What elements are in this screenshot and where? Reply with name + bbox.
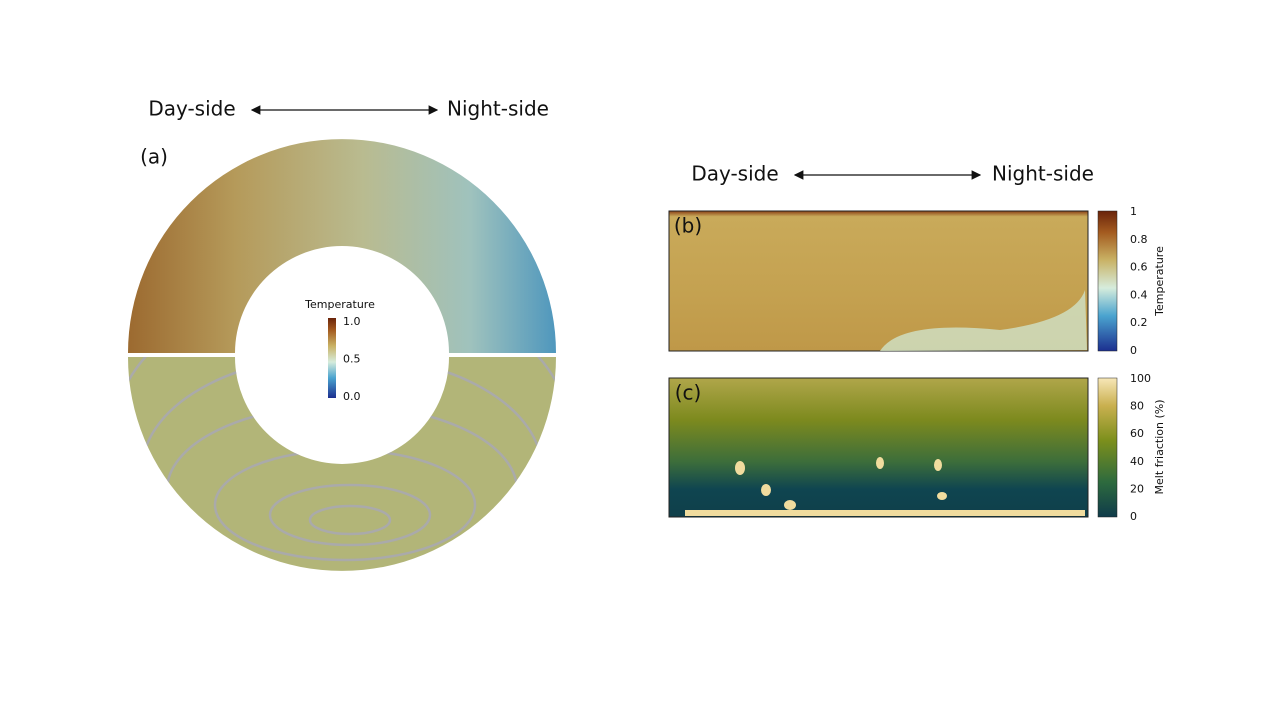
colorbar-tick-label: 0.4 (1130, 288, 1148, 301)
colorbar-tick-label: 0 (1130, 510, 1137, 523)
colorbar-tick-label: 0.5 (343, 353, 361, 366)
colorbar-tick-label: 100 (1130, 372, 1151, 385)
panel-tag: (b) (674, 214, 702, 238)
colorbar (1097, 210, 1118, 352)
colorbar-tick-label: 1.0 (343, 315, 361, 328)
colorbar-tick-label: 0.2 (1130, 316, 1148, 329)
panel-tag: (a) (140, 145, 168, 169)
cold-region (880, 290, 1087, 351)
flow-field (128, 357, 556, 571)
colorbar-tick-label: 60 (1130, 427, 1144, 440)
colorbar-tick-label: 1 (1130, 205, 1137, 218)
melt-field (668, 377, 1089, 518)
colorbar-tick-label: 40 (1130, 455, 1144, 468)
colorbar-tick-label: 80 (1130, 400, 1144, 413)
temperature-field (128, 139, 556, 353)
colorbar-title: Melt friaction (%) (1153, 400, 1166, 495)
colorbar-tick-label: 20 (1130, 482, 1144, 495)
night-side-label: Night-side (447, 97, 549, 121)
day-side-label: Day-side (691, 162, 778, 186)
colorbar-title: Temperature (1153, 246, 1166, 317)
night-side-label: Night-side (992, 162, 1094, 186)
colorbar-title: Temperature (304, 298, 375, 311)
melt-plumes (685, 457, 1085, 516)
colorbar (1097, 377, 1118, 518)
colorbar-tick-label: 0.6 (1130, 261, 1148, 274)
panel-tag: (c) (675, 381, 702, 405)
colorbar-tick-label: 0.8 (1130, 233, 1148, 246)
colorbar-tick-label: 0 (1130, 344, 1137, 357)
colorbar-tick-label: 0.0 (343, 390, 361, 403)
day-side-label: Day-side (148, 97, 235, 121)
colorbar (328, 318, 336, 398)
